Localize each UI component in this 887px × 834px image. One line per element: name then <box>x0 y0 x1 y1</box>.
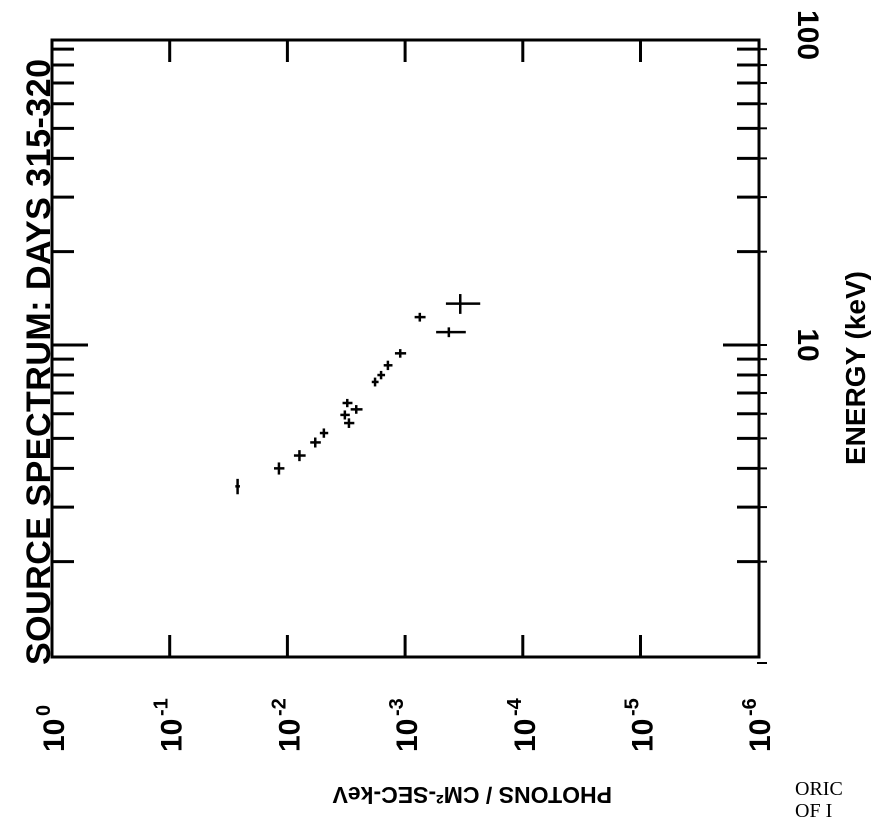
x-tick-label: 10-4 <box>504 697 542 752</box>
page-footnote: ORIC OF I <box>795 778 843 822</box>
x-tick-label-exponent: -6 <box>739 698 761 716</box>
x-tick-label-exponent: -3 <box>386 698 408 716</box>
x-tick-label-base: 10 <box>744 719 777 752</box>
data-point <box>436 327 466 338</box>
x-tick-label-base: 10 <box>627 719 660 752</box>
data-point <box>340 410 350 420</box>
x-tick-label-exponent: -2 <box>268 698 290 716</box>
x-tick-label-base: 10 <box>509 719 542 752</box>
x-tick-label-base: 10 <box>156 719 189 752</box>
x-tick-label-exponent: -5 <box>622 698 644 716</box>
data-point <box>342 398 353 408</box>
x-tick-label: 10-5 <box>622 698 660 752</box>
x-tick-label-exponent: -1 <box>151 698 173 716</box>
data-point <box>394 349 407 358</box>
data-point <box>273 462 285 475</box>
data-point <box>414 312 426 322</box>
x-tick-label: 10-3 <box>386 698 424 752</box>
x-tick-label-exponent: -4 <box>504 697 526 716</box>
x-tick-label: 10-6 <box>739 698 777 752</box>
data-point <box>371 377 379 387</box>
y-tick-label: 10 <box>791 328 824 361</box>
axis-ticks <box>52 40 767 664</box>
data-point <box>377 370 386 380</box>
x-tick-label-base: 10 <box>273 719 306 752</box>
x-tick-label-exponent: 0 <box>33 705 55 716</box>
data-point <box>445 294 481 314</box>
x-tick-label: 10-2 <box>268 698 306 752</box>
energy-axis-label: ENERGY (keV) <box>840 271 871 465</box>
data-point <box>319 428 329 438</box>
data-points <box>235 294 481 495</box>
data-point <box>350 405 363 414</box>
x-tick-label: 10-1 <box>151 698 189 752</box>
x-tick-label: 100 <box>33 705 71 752</box>
data-point <box>310 437 321 448</box>
x-tick-label-base: 10 <box>391 719 424 752</box>
data-point <box>293 450 306 462</box>
chart-title: SOURCE SPECTRUM: DAYS 315-320 <box>20 58 58 665</box>
y-tick-label: 100 <box>791 10 824 60</box>
data-point <box>235 478 240 495</box>
plot-frame <box>50 38 761 659</box>
x-tick-label-base: 10 <box>38 719 71 752</box>
data-point <box>344 418 355 428</box>
flux-axis-label: PHOTONS / CM²-SEC-keV <box>332 782 612 808</box>
data-point <box>383 360 393 371</box>
